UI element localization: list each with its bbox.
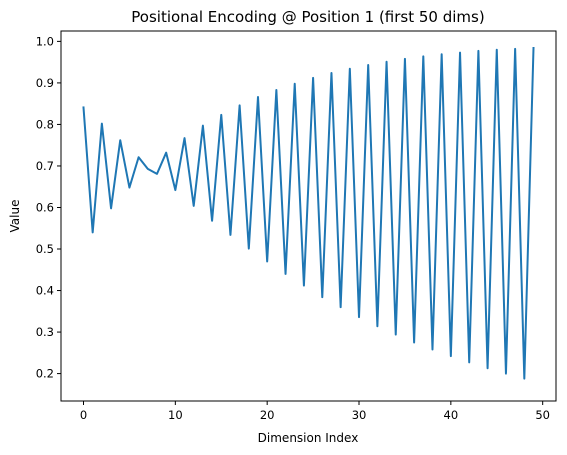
- data-point: [275, 89, 277, 91]
- data-point: [119, 139, 121, 141]
- data-point: [431, 349, 433, 351]
- data-point: [211, 220, 213, 222]
- data-point: [220, 114, 222, 116]
- x-axis-ticks: 0 10 20 30 40 50: [80, 401, 550, 422]
- data-point: [367, 64, 369, 66]
- data-point: [83, 106, 85, 108]
- data-point: [330, 72, 332, 74]
- data-point: [349, 68, 351, 70]
- data-point: [101, 123, 103, 125]
- data-point: [404, 58, 406, 60]
- data-point: [386, 61, 388, 63]
- data-point: [468, 361, 470, 363]
- y-tick-label: 0.8: [36, 117, 54, 131]
- y-tick-label: 0.3: [36, 325, 54, 339]
- y-tick-label: 0.5: [36, 242, 54, 256]
- y-tick-label: 0.2: [36, 367, 54, 381]
- x-tick-label: 40: [444, 408, 459, 422]
- data-point: [395, 334, 397, 336]
- y-tick-label: 1.0: [36, 34, 54, 48]
- data-point: [229, 234, 231, 236]
- x-axis-label: Dimension Index: [258, 431, 359, 445]
- data-point: [523, 378, 525, 380]
- data-point: [174, 189, 176, 191]
- x-tick-label: 20: [260, 408, 275, 422]
- y-tick-label: 0.6: [36, 200, 54, 214]
- data-point: [193, 205, 195, 207]
- y-tick-label: 0.9: [36, 76, 54, 90]
- y-axis-ticks: 0.2 0.3 0.4 0.5 0.6 0.7 0.8 0.9 1.0: [36, 34, 61, 381]
- data-point: [248, 248, 250, 250]
- data-point: [128, 187, 130, 189]
- chart-title: Positional Encoding @ Position 1 (first …: [131, 8, 484, 26]
- data-point: [514, 48, 516, 50]
- data-point: [487, 367, 489, 369]
- data-point: [422, 55, 424, 57]
- x-tick-label: 10: [168, 408, 183, 422]
- data-point: [156, 173, 158, 175]
- data-point: [376, 325, 378, 327]
- plot-frame: [60, 30, 557, 402]
- data-point: [496, 49, 498, 51]
- y-tick-label: 0.4: [36, 284, 54, 298]
- data-point: [450, 355, 452, 357]
- data-point: [533, 47, 535, 49]
- data-point: [303, 285, 305, 287]
- data-point: [266, 260, 268, 262]
- x-tick-label: 30: [352, 408, 367, 422]
- data-point: [441, 53, 443, 55]
- data-point: [239, 104, 241, 106]
- data-point: [505, 373, 507, 375]
- x-tick-label: 50: [535, 408, 550, 422]
- data-point: [147, 168, 149, 170]
- data-point: [312, 77, 314, 79]
- data-point: [413, 341, 415, 343]
- y-axis-label: Value: [8, 200, 22, 233]
- x-tick-label: 0: [80, 408, 87, 422]
- data-point: [138, 156, 140, 158]
- data-point: [358, 316, 360, 318]
- data-point: [459, 52, 461, 54]
- data-point: [184, 137, 186, 139]
- data-point: [257, 96, 259, 98]
- data-point: [477, 50, 479, 52]
- data-point: [165, 152, 167, 154]
- data-point: [294, 83, 296, 85]
- data-point: [321, 296, 323, 298]
- plot-area: [60, 30, 557, 402]
- y-tick-label: 0.7: [36, 159, 54, 173]
- data-point: [110, 207, 112, 209]
- data-point: [340, 306, 342, 308]
- data-point: [285, 273, 287, 275]
- data-point: [202, 125, 204, 127]
- series-line-0: [82, 47, 535, 380]
- data-point: [92, 231, 94, 233]
